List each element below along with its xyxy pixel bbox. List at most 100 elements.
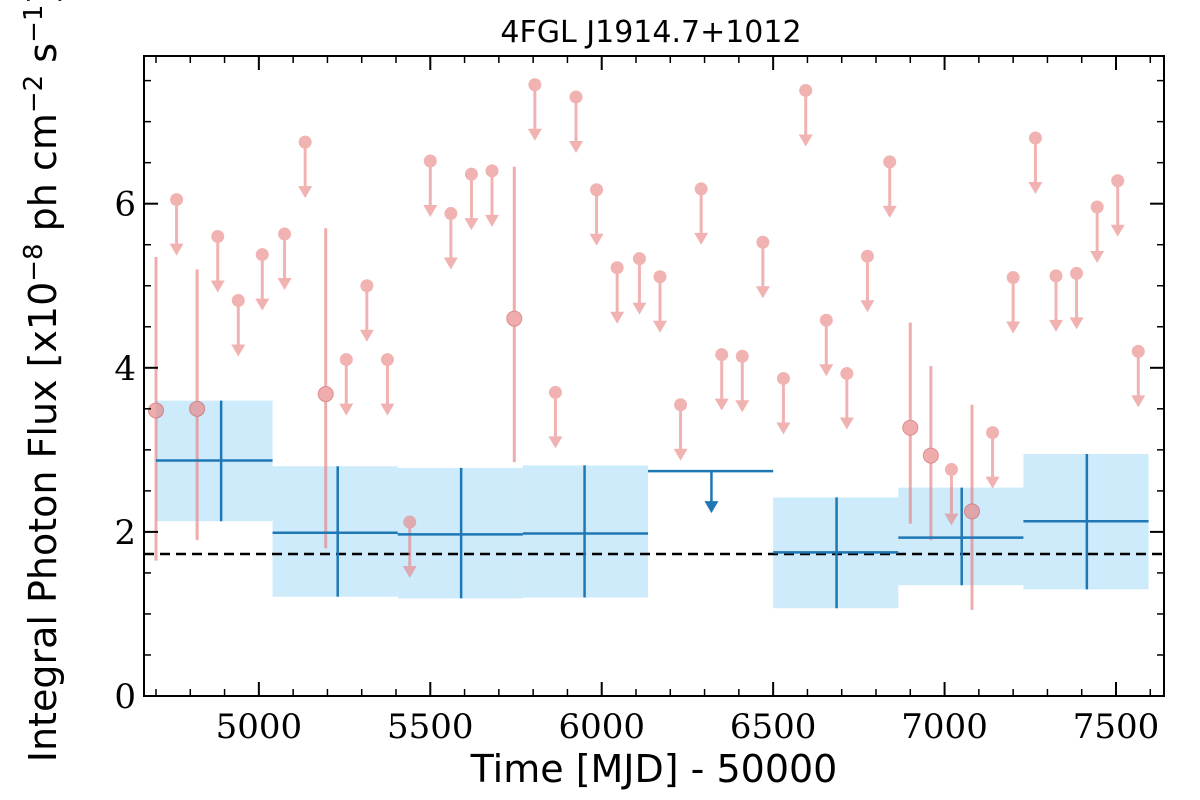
short-bin-upper-limit-19 [632,252,647,315]
short-ul-arrow-40 [1131,395,1146,408]
short-ul-arrow-0 [169,243,184,256]
x-tick-label-4: 7000 [901,707,988,747]
short-bin-upper-limit-13 [485,164,499,227]
short-ul-marker-5 [298,135,312,149]
short-bin-upper-limit-35 [1028,131,1043,195]
short-ul-marker-40 [1131,344,1145,358]
short-ul-marker-36 [1049,269,1063,283]
short-ul-marker-2 [231,294,245,308]
short-bin-upper-limit-2 [231,294,246,357]
short-bin-detection-2 [317,228,334,549]
short-ul-marker-39 [1111,174,1125,188]
y-axis-label: Integral Photon Flux [x10−8 ph cm−2 s−1] [19,0,65,762]
short-bin-detection-3 [506,166,523,463]
short-ul-arrow-22 [694,232,709,245]
short-ul-arrow-38 [1090,250,1105,263]
short-bin-upper-limit-22 [694,182,709,245]
short-ul-marker-31 [883,155,897,169]
short-bin-upper-limit-31 [882,155,897,218]
short-ul-marker-21 [674,398,688,412]
short-bin-upper-limit-33 [985,426,1000,489]
x-tick-label-5: 7500 [1073,707,1160,747]
short-bin-upper-limit-12 [464,167,479,231]
y-tick-label-2: 4 [114,349,136,389]
short-ul-arrow-37 [1069,317,1084,330]
short-ul-arrow-8 [380,403,395,416]
short-bin-upper-limit-5 [298,135,313,199]
short-bin-upper-limit-37 [1069,266,1084,330]
short-ul-arrow-11 [443,257,458,270]
short-det-marker-1 [189,400,206,417]
short-ul-arrow-31 [882,205,897,218]
short-ul-marker-7 [360,279,374,293]
short-det-marker-0 [148,402,164,419]
short-ul-arrow-9 [402,566,417,579]
short-ul-arrow-30 [860,300,875,313]
short-ul-arrow-5 [298,186,313,199]
short-bin-upper-limit-6 [339,353,354,416]
short-ul-arrow-3 [255,298,270,311]
short-ul-marker-27 [799,83,813,97]
short-ul-marker-16 [569,90,583,104]
short-ul-marker-23 [715,348,729,362]
short-ul-marker-25 [756,235,770,249]
short-ul-marker-32 [944,463,958,477]
long-bin-7 [1023,453,1149,590]
short-ul-marker-35 [1028,131,1042,145]
short-bin-upper-limit-18 [610,261,625,324]
short-det-marker-6 [964,503,980,520]
short-ul-arrow-32 [944,513,959,526]
short-ul-marker-4 [278,227,292,241]
long-bin-1 [272,466,398,597]
short-bin-detection-0 [148,257,164,561]
short-bin-upper-limit-28 [819,313,834,377]
short-ul-marker-17 [590,183,604,197]
y-axis-label-superscript: −1 [19,5,49,43]
short-bin-upper-limit-26 [776,371,791,435]
short-ul-marker-12 [464,167,478,181]
short-ul-marker-10 [423,154,437,168]
short-ul-marker-37 [1070,266,1084,280]
short-bin-upper-limit-20 [653,270,667,333]
short-ul-arrow-29 [839,417,854,430]
short-ul-arrow-36 [1049,319,1063,332]
short-ul-marker-6 [339,353,353,367]
y-tick-label-0: 0 [114,677,136,717]
short-det-marker-4 [902,419,919,436]
short-bin-upper-limit-21 [673,398,688,461]
short-ul-marker-38 [1090,200,1104,214]
y-axis-label-text: Integral Photon Flux [x10 [21,282,65,763]
short-bin-detection-5 [922,366,939,541]
short-bin-upper-limit-7 [359,279,374,342]
axis-ticks [144,56,1164,697]
short-bin-upper-limit-23 [714,348,729,411]
short-ul-arrow-33 [985,476,1000,489]
long-bin-0 [156,400,273,522]
short-ul-arrow-26 [776,422,791,435]
y-tick-label-1: 2 [114,513,136,553]
short-bin-upper-limit-25 [755,235,770,299]
short-ul-arrow-16 [569,141,583,154]
short-bin-upper-limit-38 [1090,200,1105,263]
chart-title: 4FGL J1914.7+1012 [500,15,801,50]
short-ul-arrow-28 [819,364,834,377]
short-ul-arrow-12 [464,218,479,231]
short-ul-marker-24 [735,349,749,363]
short-ul-marker-1 [211,230,225,244]
short-ul-marker-18 [610,261,624,275]
short-bin-upper-limit-9 [402,515,417,579]
short-ul-marker-0 [170,193,184,207]
long-bin-5 [773,497,899,609]
short-bin-detection-1 [189,269,206,541]
y-axis-label-text: ph cm [21,113,65,243]
x-tick-label-3: 6500 [730,707,817,747]
x-tick-label-1: 5500 [387,707,474,747]
short-bin-upper-limit-1 [210,230,225,293]
long-bin-ul-arrow-4 [704,501,719,514]
short-ul-arrow-18 [610,311,625,324]
short-bin-upper-limit-0 [169,193,184,256]
short-ul-arrow-34 [1006,321,1021,334]
y-axis-label-text: s [21,43,65,75]
short-ul-marker-22 [694,182,708,196]
